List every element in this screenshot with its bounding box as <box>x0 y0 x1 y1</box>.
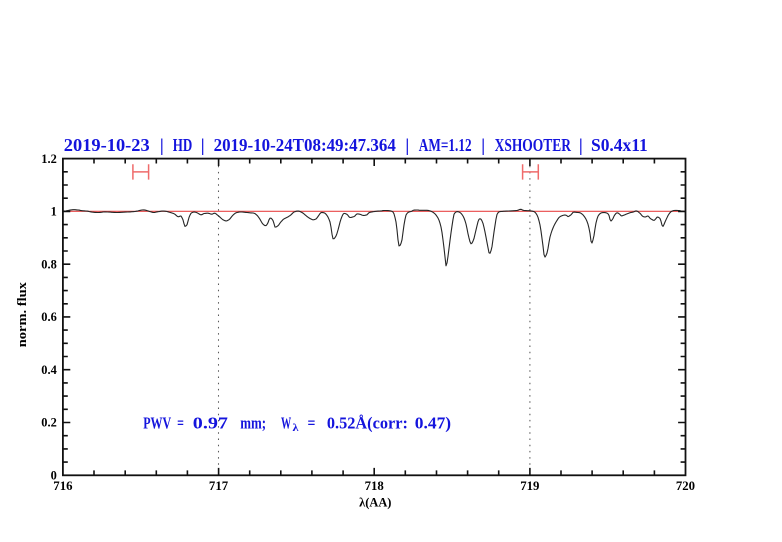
svg-text:716: 716 <box>53 479 72 493</box>
svg-text:mm;: mm; <box>240 414 266 433</box>
svg-text:1: 1 <box>51 205 57 219</box>
svg-text:|: | <box>160 135 164 155</box>
svg-text:0: 0 <box>51 468 57 482</box>
svg-text:0.8: 0.8 <box>41 257 57 271</box>
svg-text:=: = <box>308 414 316 433</box>
svg-text:XSHOOTER: XSHOOTER <box>495 135 572 155</box>
svg-text:0.6: 0.6 <box>41 310 57 324</box>
svg-text:0.52Å(corr:: 0.52Å(corr: <box>327 414 408 433</box>
svg-text:λ(AA): λ(AA) <box>359 496 391 510</box>
svg-text:|: | <box>481 135 485 155</box>
svg-text:1.2: 1.2 <box>41 152 57 166</box>
svg-text:0.97: 0.97 <box>193 414 228 433</box>
svg-text:2019-10-24T08:49:47.364: 2019-10-24T08:49:47.364 <box>214 135 396 155</box>
svg-text:719: 719 <box>520 479 539 493</box>
svg-text:0.2: 0.2 <box>41 416 57 430</box>
svg-text:0.47): 0.47) <box>415 414 451 433</box>
svg-text:0.4: 0.4 <box>41 363 57 377</box>
svg-text:λ: λ <box>293 422 300 434</box>
svg-text:HD: HD <box>173 135 193 155</box>
svg-text:|: | <box>201 135 205 155</box>
svg-text:720: 720 <box>676 479 695 493</box>
svg-text:718: 718 <box>365 479 384 493</box>
svg-text:=: = <box>177 414 184 433</box>
svg-text:W: W <box>281 414 291 433</box>
svg-text:2019-10-23: 2019-10-23 <box>64 135 150 155</box>
svg-text:|: | <box>579 135 583 155</box>
svg-text:717: 717 <box>209 479 228 493</box>
svg-text:AM=1.12: AM=1.12 <box>419 135 472 155</box>
svg-text:PWV: PWV <box>143 414 171 433</box>
svg-text:|: | <box>405 135 409 155</box>
svg-text:norm. flux: norm. flux <box>15 281 29 347</box>
svg-text:S0.4x11: S0.4x11 <box>591 135 648 155</box>
